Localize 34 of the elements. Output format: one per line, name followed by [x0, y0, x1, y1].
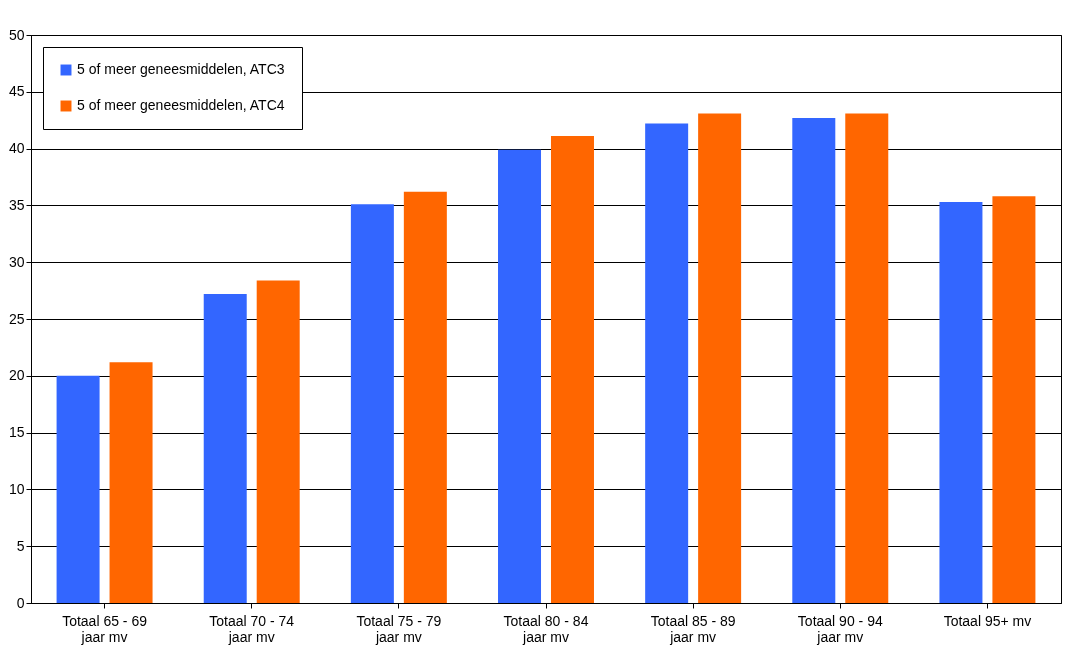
x-tick-label: Totaal 65 - 69 jaar mv: [62, 612, 148, 645]
bar: [550, 136, 594, 603]
y-tick-label: 35: [8, 196, 25, 213]
bar: [939, 201, 983, 603]
bar: [56, 375, 100, 603]
bar: [350, 204, 394, 603]
legend-label: 5 of meer geneesmiddelen, ATC4: [77, 97, 285, 113]
x-tick-label: Totaal 95+ mv: [943, 612, 1032, 629]
x-tick-label: Totaal 70 - 74 jaar mv: [209, 612, 295, 645]
y-tick-label: 40: [8, 140, 25, 157]
y-tick-label: 15: [8, 424, 25, 441]
x-tick-label: Totaal 90 - 94 jaar mv: [797, 612, 883, 645]
bar: [792, 117, 836, 603]
y-tick-label: 0: [16, 594, 25, 611]
y-tick-label: 50: [8, 26, 25, 43]
y-tick-label: 25: [8, 310, 25, 327]
y-tick-label: 45: [8, 83, 25, 100]
bar: [403, 191, 447, 603]
x-tick-label: Totaal 75 - 79 jaar mv: [356, 612, 442, 645]
bar: [203, 294, 247, 603]
y-tick-label: 10: [8, 480, 25, 497]
bar: [698, 113, 742, 603]
y-tick-label: 5: [16, 537, 25, 554]
bar: [992, 196, 1036, 603]
y-tick-label: 30: [8, 253, 25, 270]
y-tick-label: 20: [8, 367, 25, 384]
bar: [645, 123, 689, 603]
legend-label: 5 of meer geneesmiddelen, ATC3: [77, 61, 285, 77]
bar: [256, 280, 300, 603]
bar: [498, 149, 542, 603]
bar: [845, 113, 889, 603]
x-tick-label: Totaal 80 - 84 jaar mv: [503, 612, 589, 645]
bar: [109, 362, 153, 603]
x-tick-label: Totaal 85 - 89 jaar mv: [650, 612, 736, 645]
